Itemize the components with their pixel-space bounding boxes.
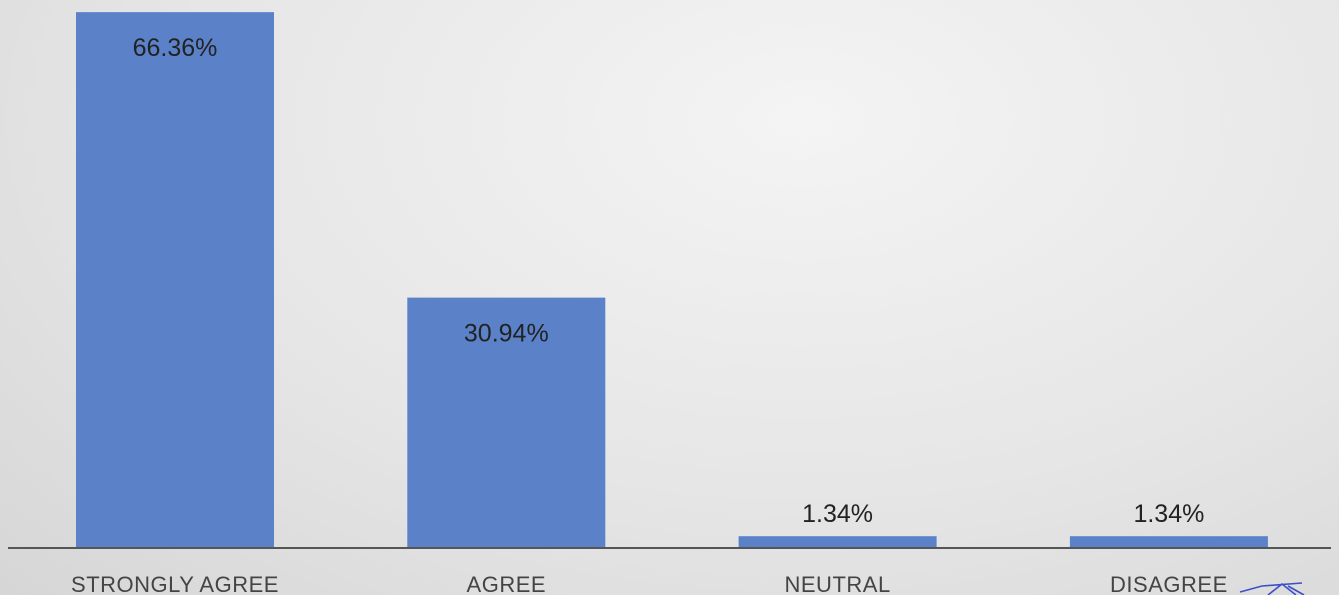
category-label: AGREE (467, 572, 547, 595)
category-labels-group: STRONGLY AGREE AGREE NEUTRAL DISAGREE (71, 572, 1228, 595)
handwritten-mark-icon (1239, 582, 1305, 595)
data-label: 1.34% (1133, 500, 1204, 528)
value-labels-group: 66.36% 30.94% 1.34% 1.34% (133, 34, 1205, 528)
data-label: 1.34% (802, 500, 873, 528)
bar-disagree (1069, 536, 1268, 547)
category-label: STRONGLY AGREE (71, 572, 279, 595)
category-label: DISAGREE (1110, 572, 1228, 595)
bars-group (76, 12, 1268, 547)
category-label: NEUTRAL (785, 572, 891, 595)
bar-neutral (738, 536, 937, 547)
data-label: 66.36% (133, 34, 218, 62)
data-label: 30.94% (464, 320, 549, 348)
bar-agree (407, 297, 606, 547)
bar-strongly-agree (76, 12, 274, 547)
